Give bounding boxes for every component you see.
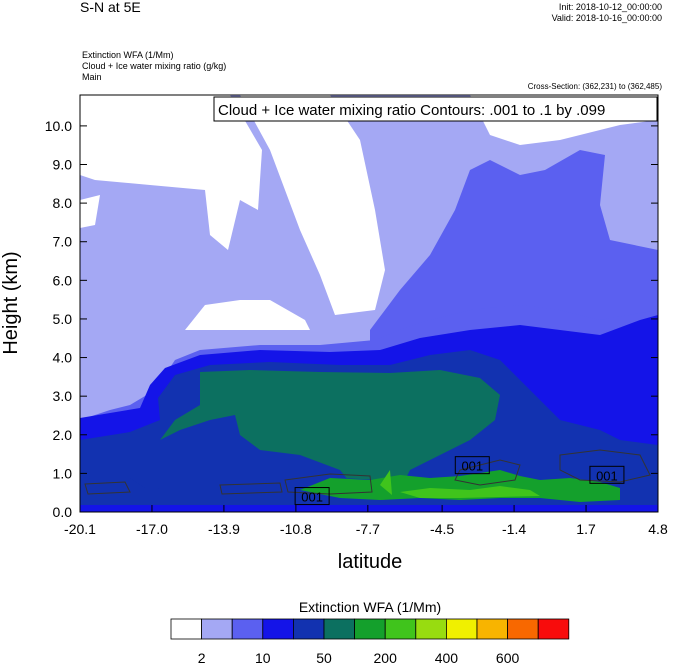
contour-label-box bbox=[294, 487, 330, 506]
contour-label-box bbox=[589, 465, 625, 484]
colorbar: 2 10 50 200 400 600 bbox=[170, 618, 570, 666]
clear-region-2 bbox=[240, 95, 385, 315]
x-tick-label: -4.5 bbox=[430, 521, 454, 537]
lightgreen-patch-2 bbox=[400, 486, 540, 498]
x-tick-label: 4.8 bbox=[648, 521, 668, 537]
colorbar-swatch bbox=[170, 618, 203, 640]
contour-info-text: Cloud + Ice water mixing ratio Contours:… bbox=[218, 102, 605, 119]
clear-region-3 bbox=[185, 300, 310, 330]
init-time: Init: 2018-10-12_00:00:00 bbox=[558, 2, 662, 12]
teal-layer bbox=[160, 370, 500, 495]
colorbar-title: Extinction WFA (1/Mm) bbox=[299, 599, 441, 615]
contour-labels: 001 001 001 bbox=[294, 456, 625, 506]
x-tick-label: 1.7 bbox=[576, 521, 596, 537]
plot-frame bbox=[79, 94, 659, 513]
colorbar-swatch bbox=[476, 618, 509, 640]
colorbar-swatch bbox=[507, 618, 539, 640]
colorbar-swatch bbox=[445, 618, 478, 640]
contour-info-box bbox=[213, 96, 658, 122]
y-tick-label: 8.0 bbox=[53, 195, 73, 211]
contour-label: 001 bbox=[461, 459, 483, 474]
y-tick-label: 7.0 bbox=[53, 234, 73, 250]
contour-line-5 bbox=[219, 482, 283, 495]
y-tick-label: 5.0 bbox=[53, 311, 73, 327]
y-axis-ticks: 0.0 1.0 2.0 3.0 4.0 5.0 6.0 7.0 8.0 9.0 10.0 bbox=[45, 118, 658, 520]
colorbar-swatch bbox=[323, 618, 356, 640]
contour-label: 001 bbox=[596, 468, 618, 483]
field-info: Extinction WFA (1/Mm) Cloud + Ice water … bbox=[82, 50, 226, 83]
colorbar-label: 2 bbox=[198, 650, 206, 666]
y-axis-label: Height (km) bbox=[0, 251, 22, 354]
colorbar-swatch bbox=[415, 618, 447, 640]
field-main: Main bbox=[82, 72, 102, 82]
field-cloud-ice: Cloud + Ice water mixing ratio (g/kg) bbox=[82, 61, 227, 71]
x-tick-label: -20.1 bbox=[64, 521, 96, 537]
colorbar-swatch bbox=[262, 618, 294, 640]
lightgreen-patch-1 bbox=[380, 470, 392, 495]
init-valid-times: Init: 2018-10-12_00:00:00 Valid: 2018-10… bbox=[552, 2, 662, 24]
colorbar-swatch bbox=[231, 618, 264, 640]
colorbar-label: 50 bbox=[316, 650, 332, 666]
x-tick-label: -1.4 bbox=[502, 521, 526, 537]
clear-region-1 bbox=[80, 95, 262, 250]
y-tick-label: 4.0 bbox=[53, 350, 73, 366]
colorbar-swatch bbox=[201, 618, 233, 640]
cross-section-label: Cross-Section: (362,231) to (362,485) bbox=[527, 82, 662, 91]
y-tick-label: 2.0 bbox=[53, 427, 73, 443]
y-tick-label: 9.0 bbox=[53, 157, 73, 173]
x-tick-label: -13.9 bbox=[208, 521, 240, 537]
colorbar-swatch bbox=[537, 618, 570, 640]
green-layer bbox=[300, 470, 620, 502]
y-tick-label: 3.0 bbox=[53, 388, 73, 404]
x-axis-ticks: -20.1 -17.0 -13.9 -10.8 -7.7 -4.5 -1.4 1.7 4.8 bbox=[64, 505, 668, 537]
plot-title: S-N at 5E bbox=[80, 0, 141, 15]
field-extinction: Extinction WFA (1/Mm) bbox=[82, 50, 174, 60]
x-tick-label: -17.0 bbox=[136, 521, 168, 537]
colorbar-label: 10 bbox=[255, 650, 271, 666]
contour-label: 001 bbox=[301, 490, 323, 505]
y-tick-label: 0.0 bbox=[53, 504, 73, 520]
y-tick-label: 1.0 bbox=[53, 465, 73, 481]
contour-label-box bbox=[454, 456, 490, 475]
contour-line-2 bbox=[559, 449, 651, 483]
x-axis-label: latitude bbox=[338, 551, 403, 573]
y-tick-label: 10.0 bbox=[45, 118, 72, 134]
x-tick-label: -10.8 bbox=[280, 521, 312, 537]
surface-band bbox=[80, 505, 658, 512]
contour-line-3 bbox=[284, 473, 373, 495]
colorbar-label: 400 bbox=[435, 650, 459, 666]
x-tick-label: -7.7 bbox=[356, 521, 380, 537]
valid-time: Valid: 2018-10-16_00:00:00 bbox=[551, 13, 662, 23]
contour-line-4 bbox=[84, 481, 131, 495]
contour-line-1 bbox=[454, 459, 521, 486]
heatmap-field bbox=[80, 95, 658, 512]
colorbar-swatch bbox=[384, 618, 417, 640]
colorbar-label: 200 bbox=[374, 650, 398, 666]
y-tick-label: 6.0 bbox=[53, 272, 73, 288]
colorbar-swatch bbox=[292, 618, 325, 640]
colorbar-label: 600 bbox=[496, 650, 520, 666]
colorbar-swatch bbox=[354, 618, 386, 640]
